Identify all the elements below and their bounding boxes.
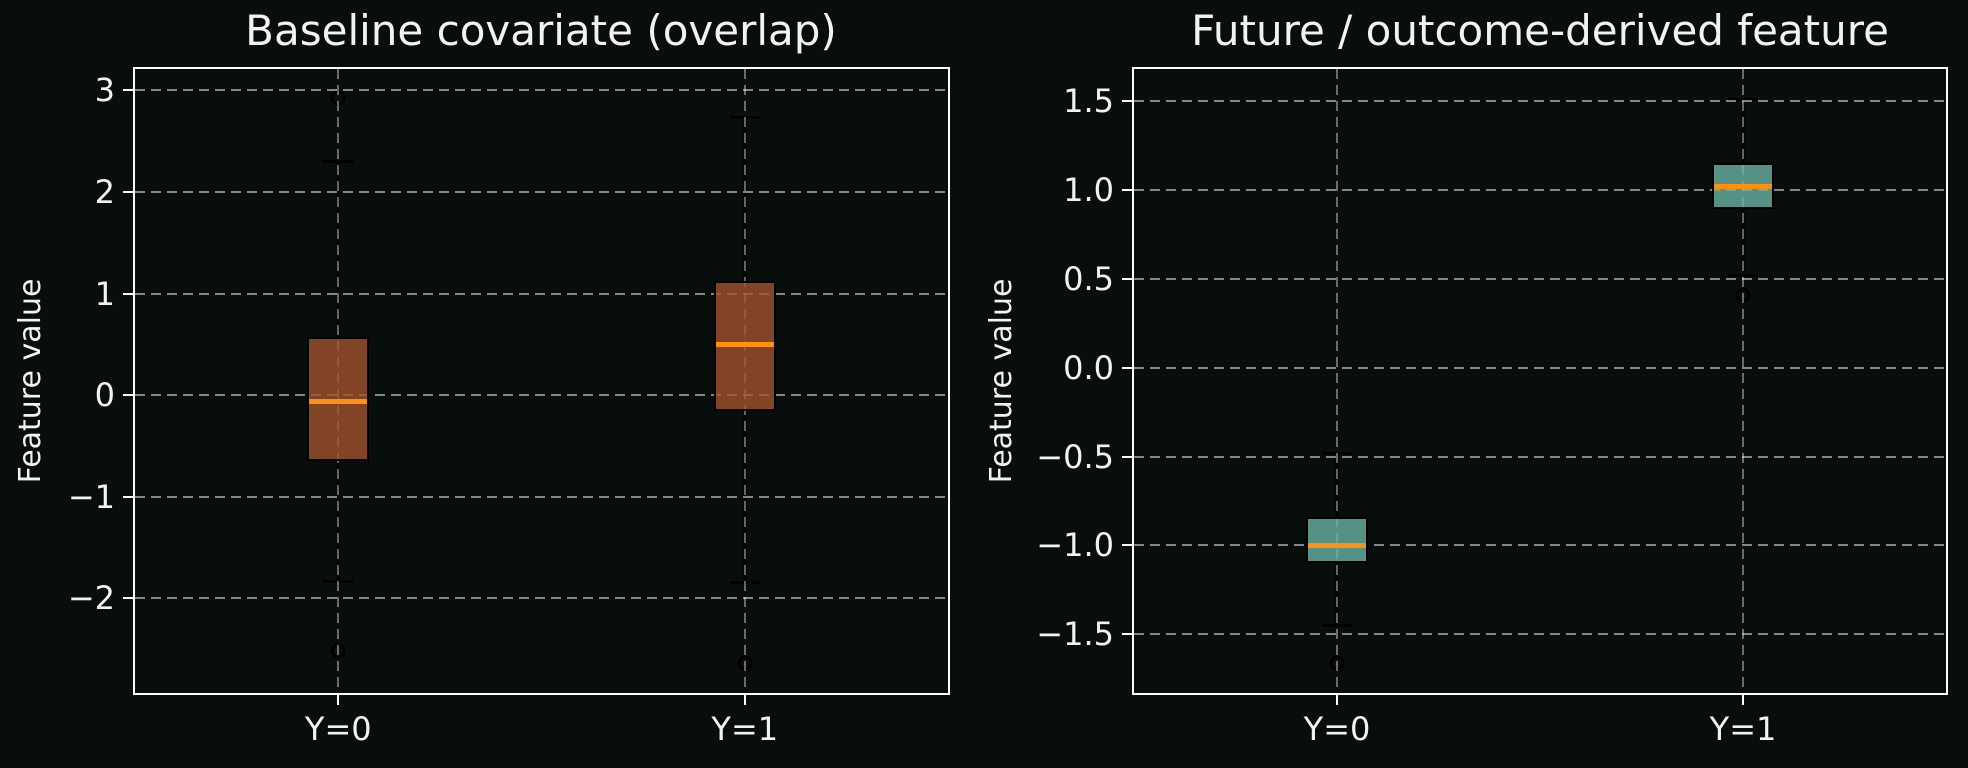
x-tick-mark xyxy=(743,695,746,705)
y-gridline xyxy=(135,292,948,295)
y-gridline xyxy=(1134,100,1946,102)
x-gridline xyxy=(1336,69,1338,693)
lower-whisker-cap xyxy=(323,580,354,584)
x-tick-label: Y=0 xyxy=(304,710,372,748)
y-tick-label: −1.5 xyxy=(1036,615,1114,654)
y-tick-label: 0.5 xyxy=(1063,259,1114,298)
y-tick-label: 0.0 xyxy=(1063,348,1114,387)
left-plot-title: Baseline covariate (overlap) xyxy=(245,6,837,55)
outlier-point xyxy=(330,90,346,106)
y-tick-label: 0 xyxy=(94,376,115,415)
y-tick-mark xyxy=(1122,455,1132,458)
y-gridline xyxy=(135,89,948,92)
y-tick-mark xyxy=(123,292,133,295)
left-boxplot-axes xyxy=(133,67,950,695)
y-tick-mark xyxy=(123,190,133,193)
upper-whisker-cap xyxy=(323,160,354,164)
y-tick-label: −1.0 xyxy=(1036,526,1114,565)
upper-whisker xyxy=(1741,99,1745,164)
median-line xyxy=(715,341,774,347)
y-tick-mark xyxy=(123,89,133,92)
upper-whisker-cap xyxy=(1322,452,1352,455)
y-tick-mark xyxy=(1122,100,1132,102)
upper-whisker-cap xyxy=(729,115,760,119)
right-plot-title: Future / outcome-derived feature xyxy=(1191,6,1889,55)
lower-whisker xyxy=(336,461,340,582)
right-y-axis-label: Feature value xyxy=(984,278,1019,484)
y-tick-mark xyxy=(1122,544,1132,547)
x-tick-label: Y=1 xyxy=(711,710,779,748)
box xyxy=(1306,517,1368,564)
x-tick-mark xyxy=(337,695,340,705)
upper-whisker xyxy=(336,161,340,338)
x-gridline xyxy=(1742,69,1744,693)
median-line xyxy=(1714,183,1772,189)
x-tick-label: Y=0 xyxy=(1303,710,1371,748)
lower-whisker-cap xyxy=(1322,624,1352,628)
x-tick-mark xyxy=(1336,695,1338,705)
y-gridline xyxy=(135,190,948,193)
upper-whisker xyxy=(743,116,747,282)
y-tick-mark xyxy=(123,597,133,600)
upper-whisker xyxy=(1335,453,1339,517)
y-tick-mark xyxy=(123,394,133,397)
y-tick-label: −1 xyxy=(67,477,115,516)
y-tick-label: −0.5 xyxy=(1036,437,1114,476)
y-gridline xyxy=(1134,366,1946,369)
y-gridline xyxy=(135,394,948,397)
y-tick-label: 3 xyxy=(94,71,115,110)
outlier-point xyxy=(1735,287,1751,303)
lower-whisker xyxy=(1741,209,1745,276)
y-gridline xyxy=(1134,633,1946,636)
y-tick-label: 1.5 xyxy=(1063,82,1114,120)
outlier-point xyxy=(737,655,753,670)
median-line xyxy=(309,398,368,404)
y-tick-mark xyxy=(1122,633,1132,636)
median-line xyxy=(1308,542,1366,548)
y-gridline xyxy=(1134,188,1946,191)
y-gridline xyxy=(1134,277,1946,280)
y-gridline xyxy=(1134,544,1946,547)
y-tick-mark xyxy=(1122,277,1132,280)
upper-whisker-cap xyxy=(1728,98,1758,102)
y-tick-mark xyxy=(123,495,133,498)
left-y-axis-label: Feature value xyxy=(13,278,48,484)
lower-whisker-cap xyxy=(1728,274,1758,278)
y-tick-label: 1.0 xyxy=(1063,170,1114,209)
y-tick-mark xyxy=(1122,188,1132,191)
outlier-point xyxy=(330,643,346,659)
y-tick-label: 1 xyxy=(94,274,115,313)
x-tick-label: Y=1 xyxy=(1709,710,1777,748)
y-tick-label: 2 xyxy=(94,172,115,211)
y-gridline xyxy=(135,597,948,600)
lower-whisker xyxy=(1335,563,1339,626)
lower-whisker-cap xyxy=(729,581,760,585)
x-tick-mark xyxy=(1742,695,1744,705)
y-gridline xyxy=(1134,455,1946,458)
y-tick-mark xyxy=(1122,366,1132,369)
y-tick-label: −2 xyxy=(67,579,115,618)
right-boxplot-axes xyxy=(1132,67,1948,695)
y-gridline xyxy=(135,495,948,498)
outlier-point xyxy=(1329,655,1345,671)
